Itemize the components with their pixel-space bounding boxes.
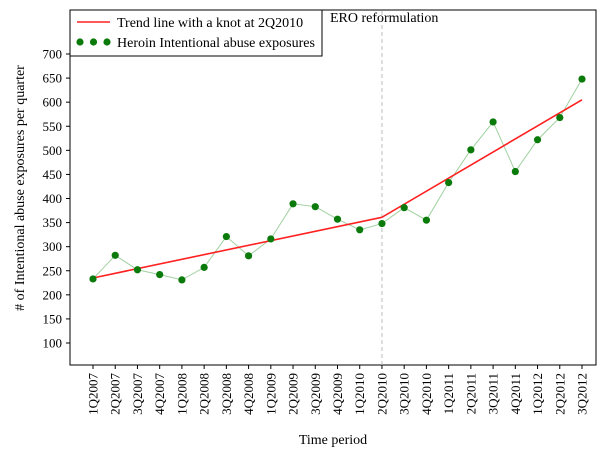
y-tick-label: 250 bbox=[43, 263, 63, 278]
y-tick-label: 100 bbox=[43, 336, 63, 351]
y-axis-title: # of Intentional abuse exposures per qua… bbox=[13, 65, 28, 311]
data-point bbox=[111, 251, 119, 259]
x-tick-label: 4Q2007 bbox=[152, 373, 167, 415]
x-tick-label: 1Q2010 bbox=[352, 373, 367, 415]
x-tick-label: 2Q2012 bbox=[552, 373, 567, 415]
x-tick-label: 3Q2007 bbox=[130, 373, 145, 415]
data-point bbox=[156, 271, 164, 279]
x-axis: 1Q2007 2Q2007 3Q2007 4Q2007 1Q2008 2Q2008 3Q20… bbox=[86, 365, 590, 415]
data-point bbox=[556, 113, 564, 122]
x-tick-label: 4Q2011 bbox=[508, 373, 523, 414]
data-point bbox=[400, 204, 408, 212]
data-point bbox=[89, 275, 97, 283]
data-point bbox=[467, 146, 475, 154]
x-tick-label: 2Q2011 bbox=[463, 373, 478, 414]
x-tick-label: 2Q2009 bbox=[286, 373, 301, 415]
data-point bbox=[311, 203, 319, 211]
y-tick-label: 300 bbox=[43, 239, 63, 254]
legend-swatch-dot bbox=[76, 38, 84, 46]
y-tick-label: 650 bbox=[43, 71, 63, 86]
data-point bbox=[422, 216, 431, 224]
y-tick-label: 450 bbox=[43, 167, 63, 182]
data-point bbox=[178, 276, 186, 284]
series-connector-line bbox=[92, 78, 583, 281]
x-tick-label: 4Q2008 bbox=[241, 373, 256, 415]
x-tick-label: 1Q2007 bbox=[86, 373, 101, 415]
legend-swatch-dot bbox=[103, 38, 111, 46]
data-point bbox=[244, 252, 253, 260]
x-tick-label: 3Q2008 bbox=[219, 373, 234, 415]
trend-line bbox=[92, 99, 583, 279]
data-point bbox=[222, 232, 230, 241]
annotation-label: ERO reformulation bbox=[330, 11, 438, 26]
legend-swatch-dot bbox=[89, 38, 98, 46]
x-tick-label: 1Q2011 bbox=[441, 373, 456, 414]
data-point bbox=[356, 226, 364, 234]
x-tick-label: 3Q2011 bbox=[486, 373, 501, 414]
x-tick-label: 3Q2010 bbox=[397, 373, 412, 415]
y-tick-label: 500 bbox=[43, 143, 63, 158]
data-point bbox=[333, 215, 342, 223]
data-point bbox=[445, 179, 453, 187]
y-tick-label: 700 bbox=[43, 47, 63, 62]
x-tick-label: 2Q2008 bbox=[197, 373, 212, 415]
data-point bbox=[511, 167, 519, 176]
chart-marks bbox=[89, 75, 586, 284]
data-point bbox=[533, 136, 542, 144]
legend-box bbox=[69, 9, 323, 57]
legend: Trend line with a knot at 2Q2010 Heroin … bbox=[69, 9, 323, 57]
y-tick-label: 400 bbox=[43, 191, 63, 206]
data-point bbox=[489, 118, 497, 126]
y-tick-label: 150 bbox=[43, 311, 63, 326]
x-axis-title: Time period bbox=[299, 433, 367, 448]
y-tick-label: 550 bbox=[43, 119, 63, 134]
x-tick-label: 2Q2010 bbox=[374, 373, 389, 415]
data-point bbox=[267, 235, 275, 243]
y-tick-label: 200 bbox=[43, 287, 63, 302]
legend-label-points: Heroin Intentional abuse exposures bbox=[117, 36, 315, 51]
y-tick-label: 600 bbox=[43, 95, 63, 110]
data-point bbox=[378, 219, 386, 228]
x-tick-label: 4Q2009 bbox=[330, 373, 345, 415]
y-axis: 100 150 200 250 300 350 400 450 500 550 600 650 700 bbox=[43, 47, 70, 351]
data-point bbox=[200, 263, 208, 271]
x-tick-label: 1Q2012 bbox=[530, 373, 545, 415]
data-point bbox=[133, 266, 142, 274]
data-point bbox=[578, 75, 586, 83]
x-tick-label: 1Q2008 bbox=[174, 373, 189, 415]
data-point bbox=[289, 200, 297, 208]
x-tick-label: 1Q2009 bbox=[263, 373, 278, 415]
x-tick-label: 3Q2009 bbox=[308, 373, 323, 415]
x-tick-label: 2Q2007 bbox=[108, 373, 123, 415]
y-tick-label: 350 bbox=[43, 215, 63, 230]
legend-label-trend: Trend line with a knot at 2Q2010 bbox=[117, 16, 303, 31]
plot-frame bbox=[69, 9, 597, 366]
x-tick-label: 4Q2010 bbox=[419, 373, 434, 415]
x-tick-label: 3Q2012 bbox=[575, 373, 590, 415]
